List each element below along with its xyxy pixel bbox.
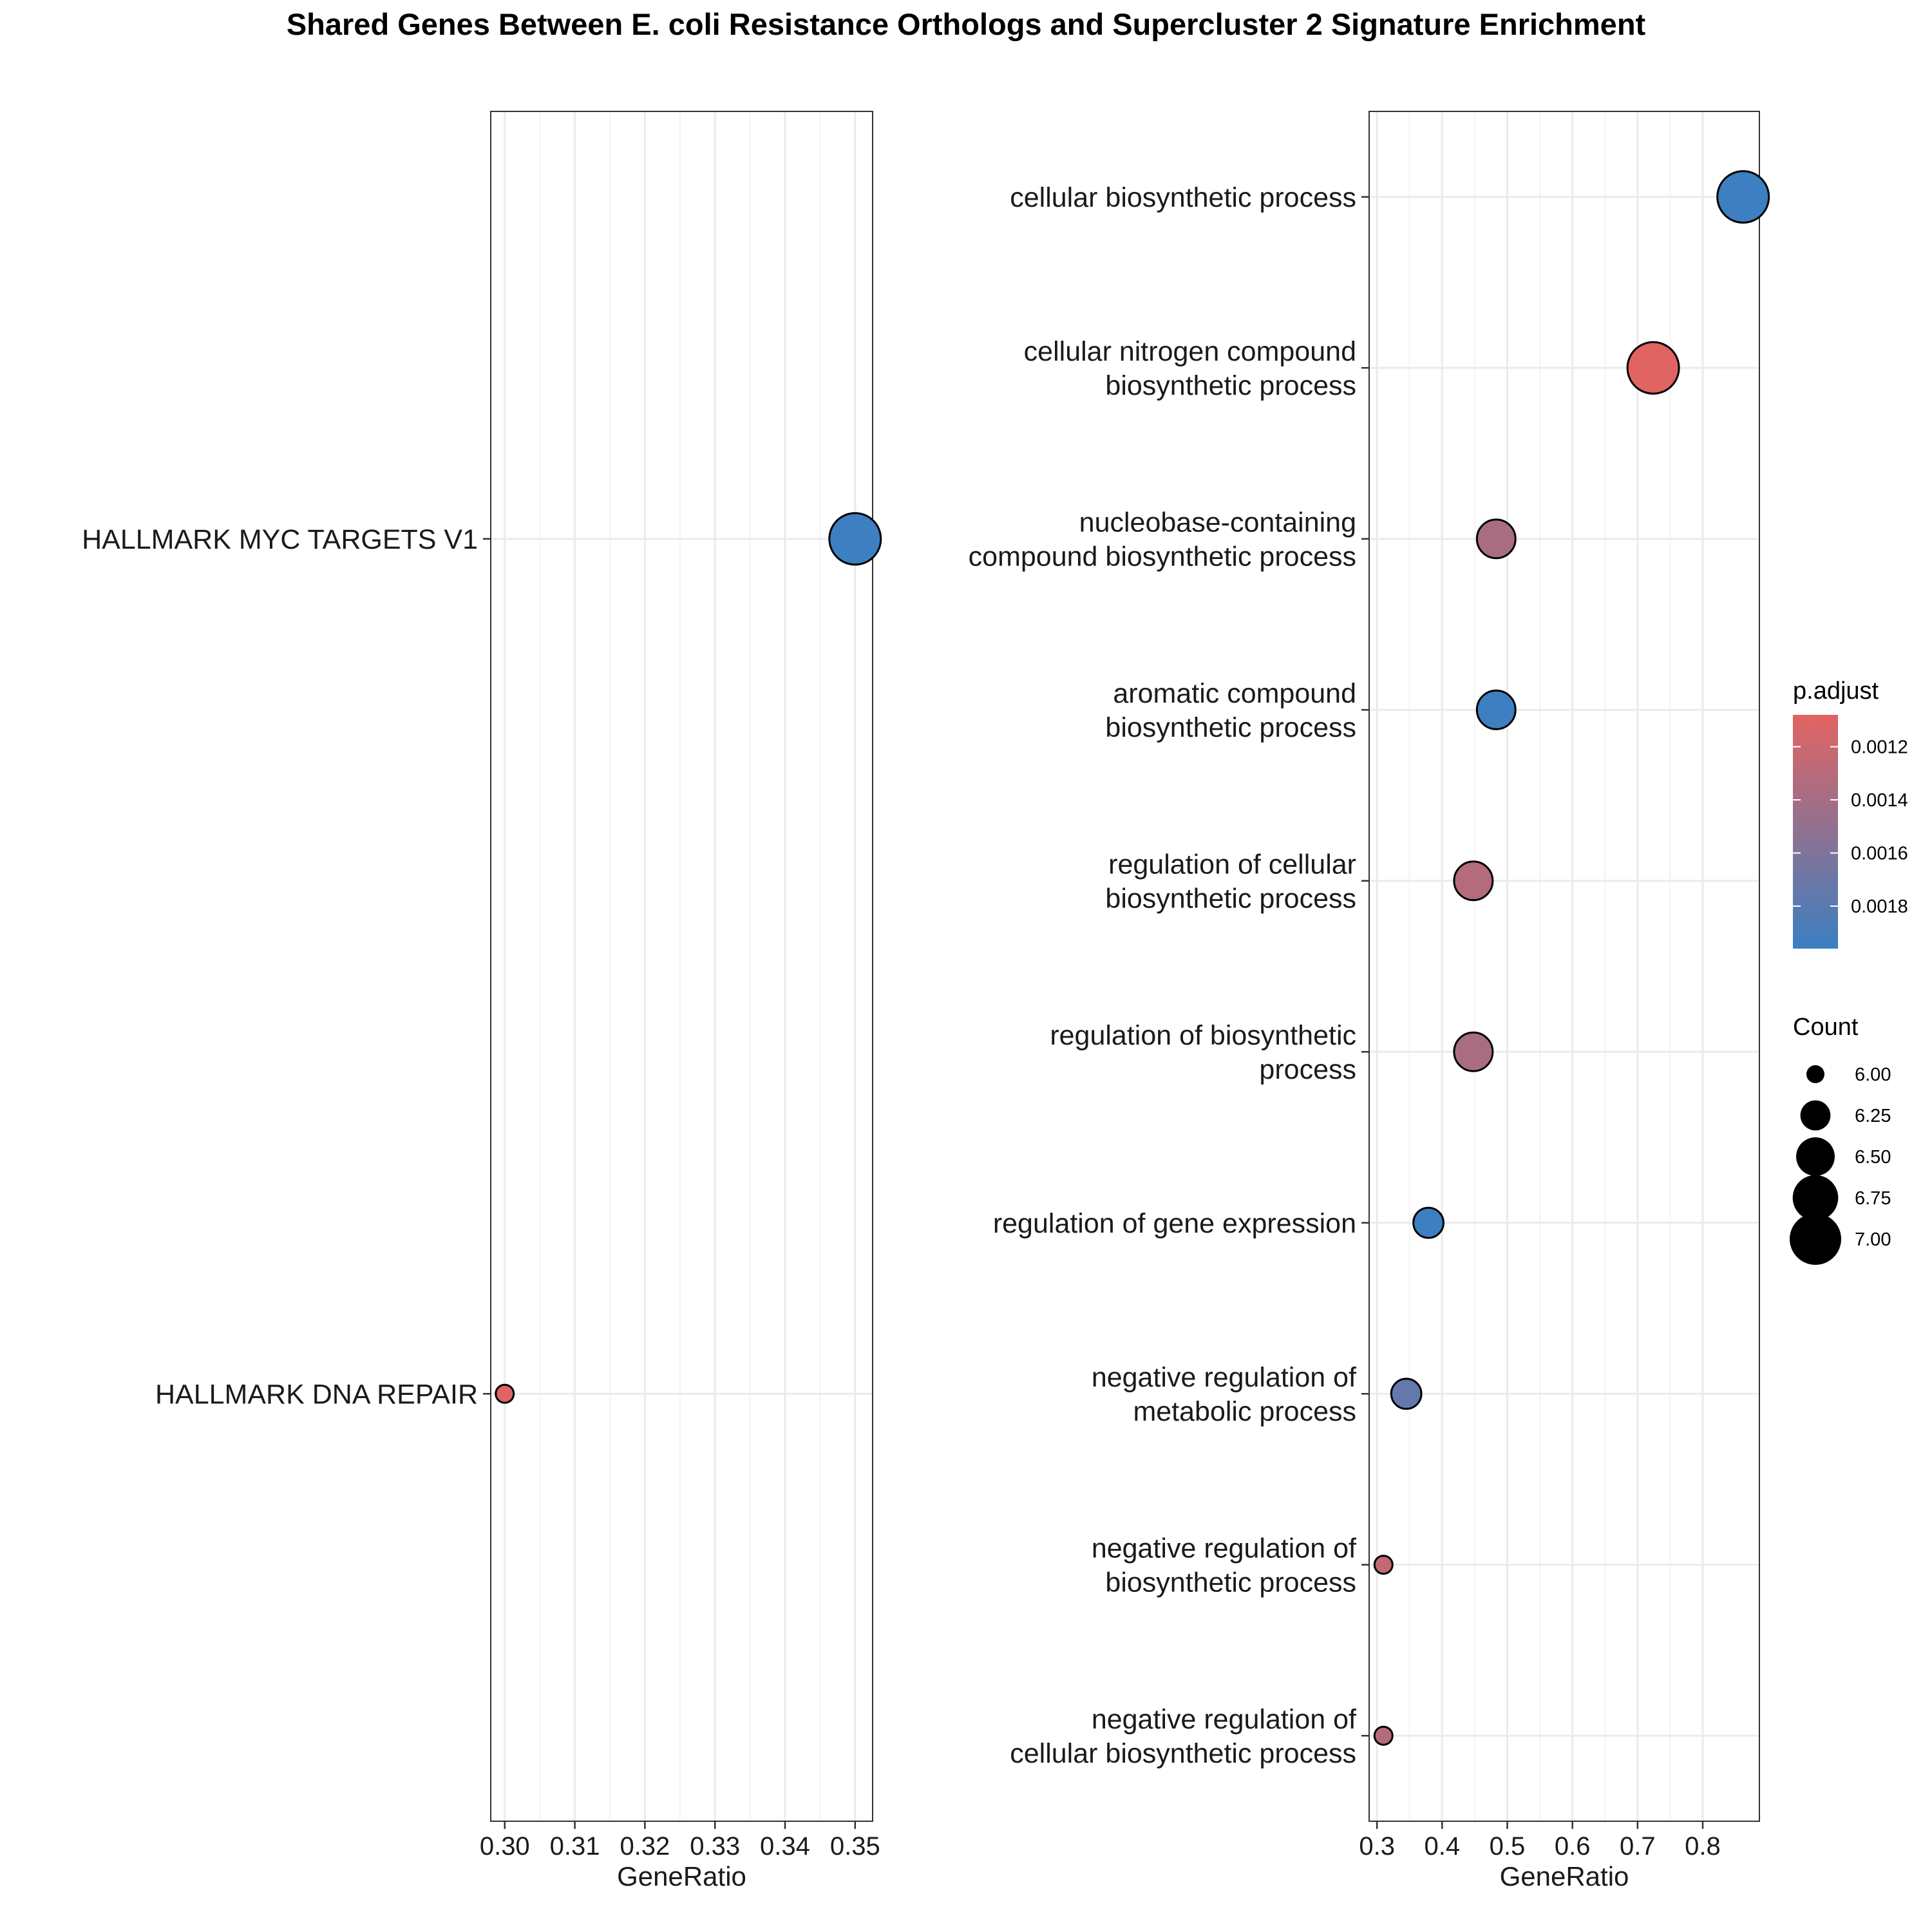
colorbar-tick-label: 0.0012: [1851, 737, 1908, 758]
go-y-label-line: biosynthetic process: [1105, 712, 1356, 743]
hallmark-y-label-line: HALLMARK MYC TARGETS V1: [82, 524, 478, 555]
go-x-tick-label: 0.3: [1359, 1832, 1395, 1861]
go-y-label-line: biosynthetic process: [1105, 1567, 1356, 1598]
go-y-label-line: regulation of biosynthetic: [1050, 1020, 1356, 1051]
hallmark-x-tick-label: 0.30: [480, 1832, 530, 1861]
go-y-label-line: compound biosynthetic process: [969, 541, 1356, 572]
go-point: [1475, 518, 1517, 560]
hallmark-x-tick-label: 0.34: [760, 1832, 810, 1861]
hallmark-x-tick-label: 0.33: [690, 1832, 740, 1861]
go-point: [1716, 170, 1770, 224]
go-panel-border: [1368, 111, 1760, 1822]
go-y-label-line: cellular biosynthetic process: [1010, 1738, 1356, 1769]
right-panel-go: cellular biosynthetic process cellular ni…: [969, 111, 1770, 1891]
go-y-label-line: biosynthetic process: [1105, 883, 1356, 914]
go-x-axis-title: GeneRatio: [1500, 1861, 1629, 1891]
go-x-tick-label: 0.8: [1685, 1832, 1721, 1861]
go-y-label-line: regulation of cellular: [1108, 849, 1356, 880]
legend: p.adjust 0.0012 0.0014 0.0016 0.0018 Count 6.0…: [1790, 677, 1908, 1265]
go-x-tick-label: 0.7: [1620, 1832, 1656, 1861]
go-point: [1626, 341, 1680, 395]
go-x-tick-label: 0.4: [1425, 1832, 1461, 1861]
go-y-label: cellular nitrogen compound biosynthetic p…: [1024, 336, 1356, 401]
count-legend-title: Count: [1793, 1014, 1859, 1041]
hallmark-panel-border: [490, 111, 873, 1822]
go-point: [1373, 1725, 1394, 1746]
go-panel-bg: [1369, 111, 1759, 1821]
go-y-label: negative regulation of cellular biosynthe…: [1010, 1704, 1357, 1769]
count-legend-key: [1796, 1137, 1835, 1176]
hallmark-x-tick-label: 0.31: [550, 1832, 600, 1861]
go-y-label-line: biosynthetic process: [1105, 370, 1356, 401]
go-y-label-line: process: [1259, 1054, 1356, 1085]
hallmark-x-axis-title: GeneRatio: [617, 1861, 746, 1891]
hallmark-y-label: HALLMARK MYC TARGETS V1: [82, 524, 478, 555]
go-y-label-line: negative regulation of: [1092, 1704, 1357, 1735]
go-y-label-line: regulation of gene expression: [993, 1208, 1356, 1239]
go-point: [1412, 1206, 1444, 1239]
go-y-label: cellular biosynthetic process: [1010, 182, 1356, 213]
hallmark-y-label: HALLMARK DNA REPAIR: [155, 1379, 478, 1410]
count-legend-label: 6.75: [1855, 1188, 1891, 1209]
go-point: [1453, 860, 1494, 902]
go-x-tick-label: 0.6: [1555, 1832, 1591, 1861]
go-y-label: nucleobase-containing compound biosynthet…: [969, 507, 1356, 572]
hallmark-point: [828, 512, 882, 566]
go-y-label: negative regulation of metabolic process: [1092, 1362, 1357, 1427]
hallmark-point: [495, 1383, 515, 1404]
count-legend-key: [1792, 1175, 1839, 1221]
go-point: [1373, 1555, 1394, 1575]
colorbar-tick-label: 0.0018: [1851, 896, 1908, 917]
hallmark-x-tick-label: 0.32: [620, 1832, 670, 1861]
padjust-colorbar: [1793, 715, 1838, 949]
chart-title: Shared Genes Between E. coli Resistance …: [287, 7, 1646, 41]
go-y-label-line: negative regulation of: [1092, 1362, 1357, 1393]
go-y-label-line: cellular nitrogen compound: [1024, 336, 1356, 367]
go-y-label: aromatic compound biosynthetic process: [1105, 678, 1356, 743]
colorbar-tick-label: 0.0016: [1851, 844, 1908, 864]
go-y-label: regulation of cellular biosynthetic proce…: [1105, 849, 1356, 914]
count-legend-label: 7.00: [1855, 1229, 1891, 1250]
go-y-label-line: negative regulation of: [1092, 1533, 1357, 1564]
go-y-label: regulation of gene expression: [993, 1208, 1356, 1239]
count-legend-key: [1790, 1213, 1841, 1265]
hallmark-x-tick-label: 0.35: [830, 1832, 880, 1861]
count-legend-label: 6.25: [1855, 1106, 1891, 1126]
count-legend-label: 6.00: [1855, 1065, 1891, 1085]
go-point: [1390, 1378, 1423, 1410]
padjust-legend-title: p.adjust: [1793, 677, 1879, 705]
go-y-label: negative regulation of biosynthetic proce…: [1092, 1533, 1357, 1598]
count-legend-label: 6.50: [1855, 1147, 1891, 1168]
go-point: [1475, 689, 1517, 730]
go-y-label-line: aromatic compound: [1113, 678, 1356, 709]
go-x-tick-label: 0.5: [1490, 1832, 1526, 1861]
left-panel-hallmark: HALLMARK MYC TARGETS V1 HALLMARK DNA REPA…: [82, 111, 882, 1891]
go-y-label: regulation of biosynthetic process: [1050, 1020, 1356, 1085]
go-y-label-line: cellular biosynthetic process: [1010, 182, 1356, 213]
go-point: [1453, 1031, 1494, 1072]
go-y-label-line: metabolic process: [1133, 1396, 1356, 1427]
hallmark-y-label-line: HALLMARK DNA REPAIR: [155, 1379, 478, 1410]
colorbar-tick-label: 0.0014: [1851, 790, 1908, 811]
go-y-label-line: nucleobase-containing: [1079, 507, 1356, 538]
count-legend-key: [1806, 1065, 1824, 1083]
hallmark-panel-bg: [491, 111, 873, 1821]
count-legend-key: [1800, 1100, 1831, 1131]
